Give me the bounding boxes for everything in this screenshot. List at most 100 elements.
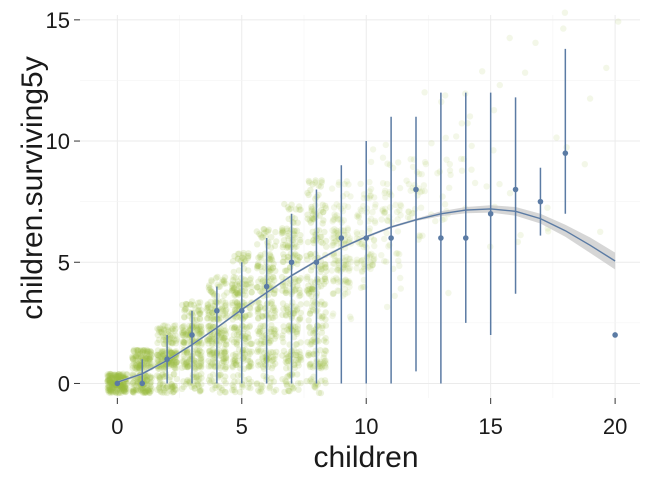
- raw-point: [219, 386, 226, 394]
- raw-point: [104, 387, 112, 394]
- raw-point: [205, 304, 212, 311]
- raw-point: [353, 229, 360, 236]
- raw-point: [173, 358, 180, 366]
- raw-point: [171, 327, 178, 335]
- raw-point: [230, 331, 238, 338]
- raw-point: [248, 363, 255, 370]
- raw-point: [148, 349, 155, 356]
- raw-point: [189, 312, 196, 319]
- y-tick-label: 15: [46, 8, 70, 33]
- raw-point: [162, 326, 169, 334]
- raw-point: [354, 260, 361, 267]
- raw-point: [272, 267, 279, 274]
- raw-point: [220, 358, 227, 365]
- raw-point: [207, 304, 215, 312]
- raw-point: [230, 351, 237, 359]
- raw-point: [178, 324, 186, 331]
- raw-point: [318, 283, 325, 290]
- raw-point: [160, 348, 168, 355]
- raw-point: [309, 285, 316, 292]
- raw-point: [258, 255, 265, 262]
- raw-point: [321, 358, 328, 365]
- raw-point: [370, 236, 378, 243]
- raw-point: [147, 379, 154, 387]
- raw-point: [393, 250, 400, 257]
- raw-point: [285, 206, 293, 213]
- raw-point: [129, 379, 137, 386]
- raw-point: [290, 351, 298, 358]
- raw-point: [305, 349, 312, 357]
- raw-point: [544, 204, 551, 211]
- raw-point: [343, 190, 350, 198]
- raw-point: [130, 346, 138, 353]
- raw-point: [312, 214, 319, 221]
- raw-point: [233, 281, 240, 288]
- raw-point: [334, 228, 341, 235]
- raw-point: [355, 212, 363, 219]
- raw-point: [410, 210, 417, 217]
- raw-point: [319, 322, 326, 329]
- raw-point: [144, 357, 152, 365]
- raw-point: [367, 265, 374, 273]
- raw-point: [235, 336, 242, 344]
- raw-point: [258, 337, 265, 344]
- raw-point: [340, 217, 348, 224]
- raw-point: [279, 332, 286, 339]
- raw-point: [291, 364, 298, 372]
- raw-point: [132, 359, 139, 367]
- raw-point: [255, 315, 262, 322]
- raw-point: [169, 389, 176, 396]
- raw-point: [369, 146, 377, 153]
- raw-point: [108, 374, 115, 381]
- raw-point: [141, 375, 149, 382]
- raw-point: [270, 362, 277, 369]
- raw-point: [280, 338, 287, 346]
- raw-point: [262, 233, 269, 240]
- raw-point: [269, 264, 277, 271]
- raw-point: [357, 284, 365, 292]
- raw-point: [208, 341, 216, 348]
- raw-point: [385, 243, 392, 250]
- raw-point: [221, 334, 228, 342]
- raw-point: [318, 365, 325, 372]
- y-tick-label: 5: [58, 250, 70, 275]
- raw-point: [160, 332, 167, 339]
- raw-point: [305, 191, 312, 199]
- raw-point: [371, 194, 378, 201]
- raw-point: [221, 346, 228, 353]
- raw-point: [603, 64, 610, 72]
- raw-point: [143, 346, 151, 354]
- raw-point: [115, 371, 123, 378]
- raw-point: [353, 259, 361, 266]
- raw-point: [284, 253, 292, 260]
- raw-point: [164, 383, 171, 390]
- raw-point: [164, 383, 171, 390]
- raw-point: [383, 229, 390, 237]
- raw-point: [220, 280, 227, 287]
- raw-point: [142, 388, 149, 395]
- raw-point: [229, 357, 237, 365]
- raw-point: [113, 388, 120, 396]
- raw-point: [297, 238, 304, 246]
- raw-point: [234, 290, 241, 297]
- raw-point: [317, 265, 325, 272]
- raw-point: [118, 386, 125, 393]
- raw-point: [168, 349, 175, 357]
- raw-point: [129, 388, 136, 396]
- raw-point: [297, 339, 304, 346]
- raw-point: [124, 380, 131, 387]
- raw-point: [222, 358, 230, 365]
- raw-point: [160, 350, 167, 358]
- raw-point: [285, 373, 292, 380]
- raw-point: [258, 333, 266, 340]
- raw-point: [308, 303, 316, 310]
- raw-point: [286, 326, 293, 333]
- raw-point: [233, 325, 240, 332]
- raw-point: [178, 364, 186, 371]
- raw-point: [245, 384, 252, 391]
- raw-point: [295, 257, 302, 264]
- raw-point: [323, 267, 330, 275]
- raw-point: [331, 225, 338, 233]
- raw-point: [331, 256, 339, 264]
- raw-point: [136, 359, 143, 367]
